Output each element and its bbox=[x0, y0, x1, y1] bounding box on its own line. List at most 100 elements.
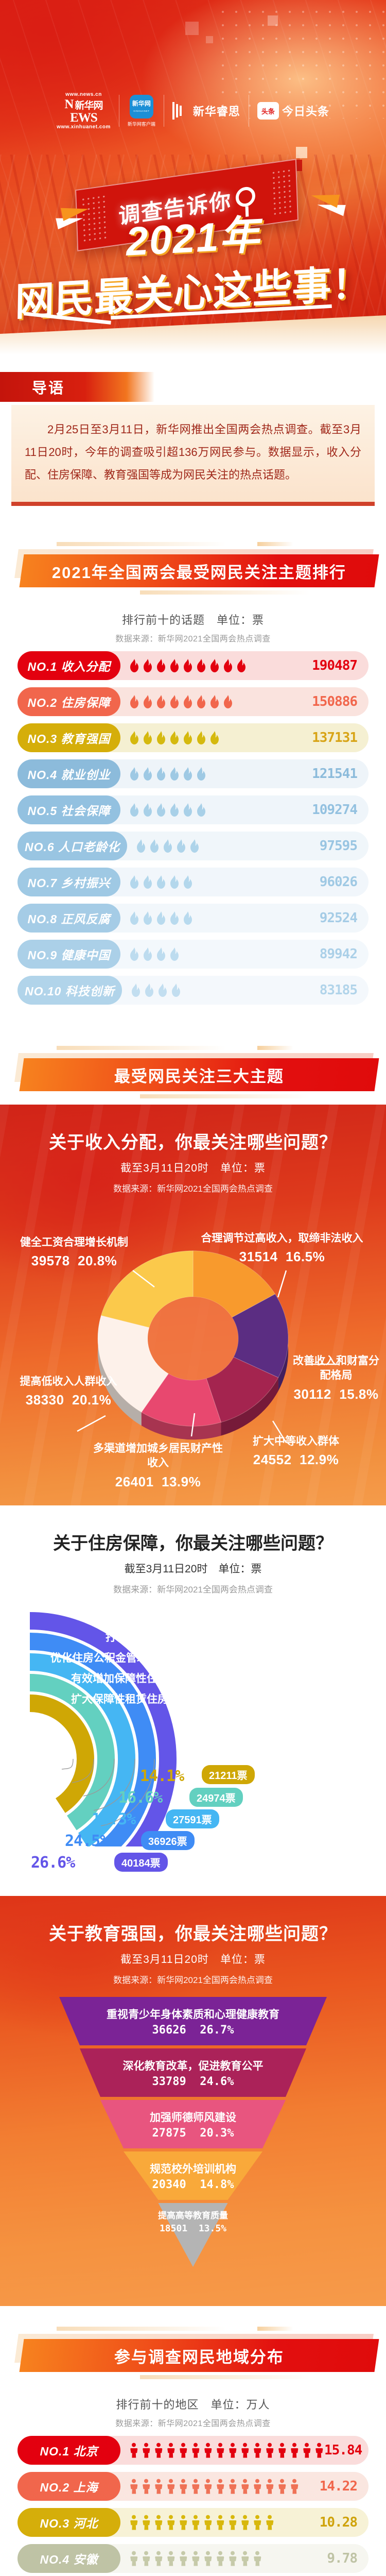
topics-subtitle: 排行前十的话题 单位：票 bbox=[121, 614, 264, 626]
person-icon bbox=[143, 2515, 150, 2530]
income-section: 关于收入分配，你最关注哪些问题？ 截至3月11日20时 单位：票 数据来源：新华… bbox=[0, 1105, 386, 1505]
rainbow-percent-label: 18.3% bbox=[92, 1810, 136, 1828]
person-icon bbox=[180, 2443, 187, 2458]
funnel-segment bbox=[59, 1997, 327, 2045]
flame-icon bbox=[184, 695, 192, 708]
donut-label-name: 健全工资合理增长机制 bbox=[20, 1236, 128, 1248]
housing-section: 关于住房保障，你最关注哪些问题？ 截至3月11日20时 单位：票 数据来源：新华… bbox=[0, 1505, 386, 1896]
region-source: 数据来源：新华网2021全国两会热点调查 bbox=[115, 2419, 271, 2428]
flame-icon bbox=[130, 803, 138, 817]
app-tile-cn: 新华网 bbox=[132, 99, 151, 107]
rainbow-arc-label: 扩大保障性租赁住房供给 bbox=[71, 1693, 190, 1705]
rank-value: 121541 bbox=[312, 766, 358, 782]
flame-icon bbox=[130, 947, 138, 961]
rainbow-arc-label: 优化住房公积金管理及使用政策 bbox=[50, 1652, 202, 1664]
rainbow-votes-pill: 36926票 bbox=[141, 1831, 195, 1850]
person-icon bbox=[241, 2515, 249, 2530]
person-icon bbox=[217, 2479, 224, 2494]
rainbow-arc bbox=[29, 1653, 136, 1846]
funnel-label-value: 27875 20.3% bbox=[152, 2127, 234, 2140]
rank-icon-bar bbox=[120, 658, 312, 673]
rank-chip: NO.6 人口老龄化 bbox=[17, 832, 128, 860]
rainbow-percent-label: 14.1% bbox=[140, 1767, 184, 1785]
donut-label-value: 26401 13.9% bbox=[115, 1473, 201, 1489]
rank-row: NO.6 人口老龄化 97595 bbox=[17, 832, 369, 860]
funnel-label-value: 18501 13.5% bbox=[159, 2223, 227, 2234]
funnel-label: 重视青少年身体素质和心理健康教育 36626 26.7% bbox=[0, 2008, 386, 2037]
person-icon bbox=[143, 2443, 150, 2458]
donut-label: 健全工资合理增长机制 39578 20.8% bbox=[7, 1235, 141, 1270]
funnel-segment bbox=[80, 2048, 306, 2097]
flame-icon bbox=[144, 695, 152, 708]
xinhuanet-cn-name: 新华网 bbox=[75, 100, 103, 111]
rank-chip: NO.4 就业创业 bbox=[17, 759, 120, 788]
flame-icon bbox=[144, 731, 152, 744]
rank-value: 92524 bbox=[319, 910, 358, 926]
banner-thin-accent bbox=[57, 2327, 226, 2331]
person-icon bbox=[143, 2479, 150, 2494]
funnel-label-name: 加强师德师风建设 bbox=[150, 2112, 236, 2124]
person-icon bbox=[180, 2479, 187, 2494]
funnel-label-value: 20340 14.8% bbox=[152, 2178, 234, 2192]
rank-icon-bar bbox=[120, 803, 312, 817]
flame-icon bbox=[157, 695, 165, 708]
funnel-label-name: 重视青少年身体素质和心理健康教育 bbox=[107, 2009, 279, 2021]
xinhuanet-n-mark: N bbox=[64, 97, 74, 112]
person-icon bbox=[254, 2479, 261, 2494]
education-funnel-chart: 重视青少年身体素质和心理健康教育 36626 26.7% 深化教育改革，促进教育公平… bbox=[0, 1997, 386, 2275]
person-icon bbox=[130, 2551, 138, 2566]
ruisi-text: 新华睿思 bbox=[192, 105, 240, 118]
banner-thin-accent bbox=[257, 542, 293, 546]
hero-square-decor bbox=[206, 36, 213, 43]
funnel-label-value: 33789 24.6% bbox=[152, 2075, 234, 2089]
person-icon bbox=[155, 2479, 163, 2494]
person-icon bbox=[192, 2479, 200, 2494]
flame-icon bbox=[170, 695, 179, 708]
xinhua-ruisi-logo[interactable]: 新华睿思 bbox=[164, 102, 249, 120]
income-source: 数据来源：新华网2021全国两会热点调查 bbox=[113, 1184, 273, 1194]
rank-icon-bar bbox=[120, 731, 312, 745]
flame-icon bbox=[144, 911, 152, 925]
flame-icon bbox=[184, 803, 192, 817]
donut-svg bbox=[77, 1250, 340, 1443]
rainbow-arc bbox=[29, 1633, 156, 1846]
flame-icon bbox=[130, 659, 138, 672]
banner-thin-accent bbox=[140, 590, 310, 595]
person-icon bbox=[155, 2551, 163, 2566]
flame-icon bbox=[190, 839, 199, 853]
xinhuanet-logo[interactable]: www.news.cn N 新华网 EWS www.xinhuanet.com bbox=[48, 91, 119, 131]
person-icon bbox=[204, 2551, 212, 2566]
toutiao-tile-icon: 头条 bbox=[257, 102, 279, 120]
donut-label-name: 合理调节过高收入，取缔非法收入 bbox=[201, 1232, 363, 1244]
xinhuanet-ews-mark: EWS bbox=[70, 110, 98, 125]
flame-icon bbox=[197, 803, 205, 817]
rank-row: NO.10 科技创新 83185 bbox=[17, 976, 369, 1005]
income-subtitle: 截至3月11日20时 单位：票 bbox=[120, 1162, 266, 1174]
flame-icon bbox=[144, 659, 152, 672]
toutiao-logo[interactable]: 头条 今日头条 bbox=[249, 102, 338, 120]
banner-thin-accent bbox=[57, 542, 226, 546]
housing-subtitle: 截至3月11日20时 单位：票 bbox=[124, 1563, 262, 1575]
logo-bar: www.news.cn N 新华网 EWS www.xinhuanet.com … bbox=[0, 82, 386, 139]
flame-icon bbox=[170, 659, 179, 672]
rank-chip: NO.2 住房保障 bbox=[17, 687, 120, 716]
topics-banner: 2021年全国两会最受网民关注主题排行 bbox=[0, 537, 386, 598]
rank-row: NO.3 教育强国 137131 bbox=[17, 723, 369, 752]
flame-icon bbox=[137, 839, 146, 853]
rank-value: 150886 bbox=[312, 694, 358, 709]
rainbow-percent-label: 26.6% bbox=[31, 1854, 75, 1872]
flame-icon bbox=[184, 767, 192, 781]
flame-icon bbox=[157, 911, 165, 925]
topics-banner-label: 2021年全国两会最受网民关注主题排行 bbox=[52, 563, 346, 582]
flame-icon bbox=[144, 947, 152, 961]
rank-chip: NO.2 上海 bbox=[17, 2472, 120, 2501]
rank-row: NO.1 北京 15.84 bbox=[17, 2436, 369, 2465]
xinhua-app-logo[interactable]: 新华网 XINHUANET 新华网客户端 bbox=[119, 94, 164, 127]
rank-chip: NO.9 健康中国 bbox=[17, 940, 120, 969]
rainbow-percent-label: 24.5% bbox=[65, 1832, 109, 1850]
funnel-label: 提高高等教育质量 18501 13.5% bbox=[0, 2210, 386, 2234]
person-icon bbox=[303, 2443, 311, 2458]
rainbow-arc bbox=[29, 1694, 95, 1813]
rank-value: 89942 bbox=[319, 946, 358, 962]
person-icon bbox=[155, 2515, 163, 2530]
